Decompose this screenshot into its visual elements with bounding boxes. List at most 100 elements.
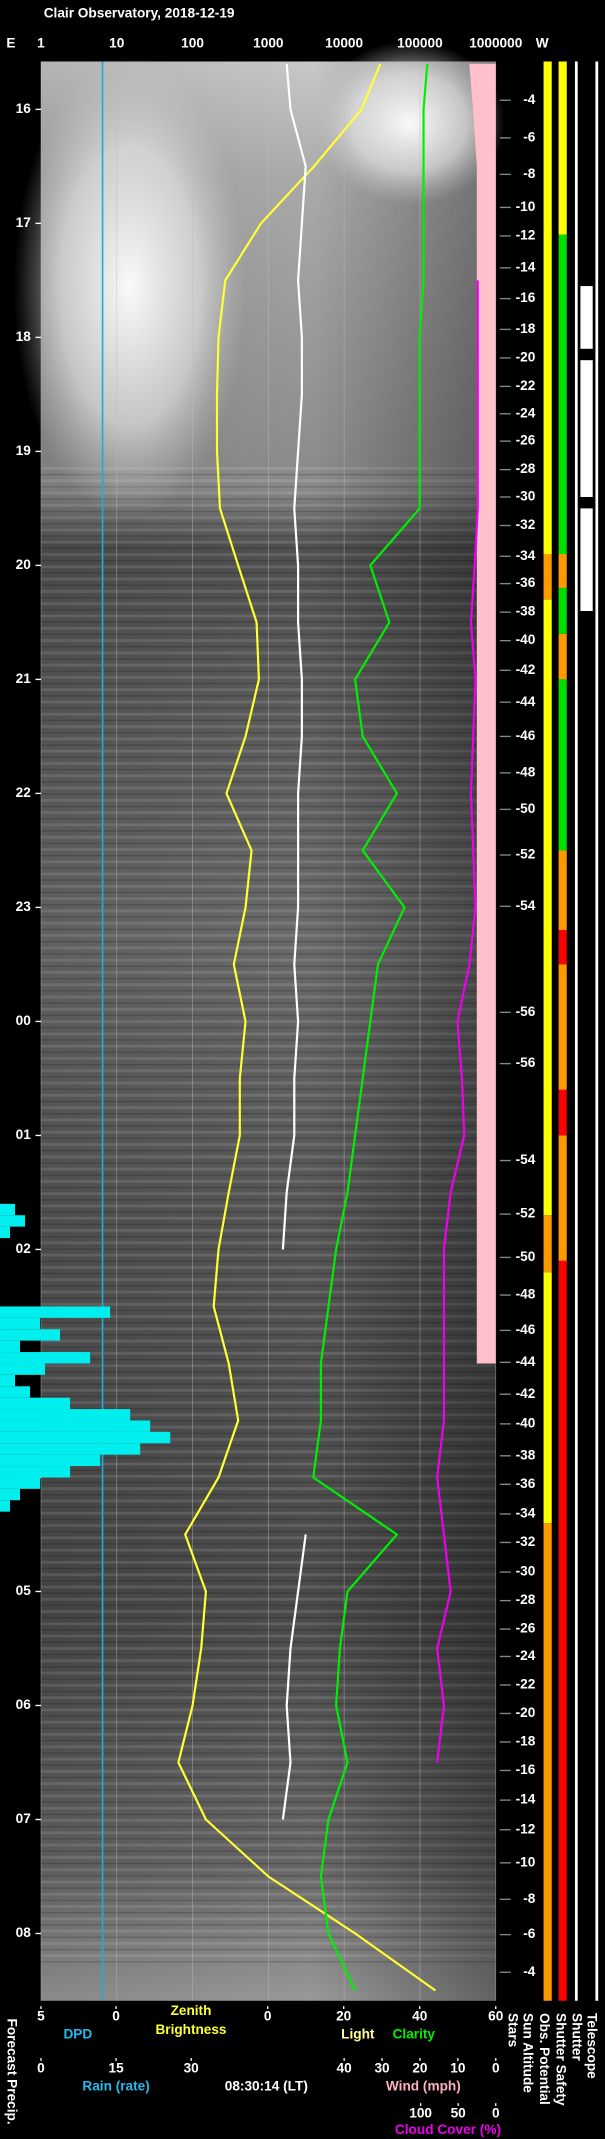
sun-altitude-label: -18 — [516, 1734, 536, 1749]
series-line — [177, 63, 437, 1992]
sun-altitude-label: -46 — [516, 728, 536, 743]
wind-area — [469, 63, 496, 1364]
sun-altitude-label: -52 — [516, 847, 536, 862]
y-tick-label: 07 — [16, 1811, 31, 1826]
sun-altitude-label: -50 — [516, 801, 536, 816]
bottom-tick-label: 0 — [264, 2009, 272, 2024]
y-tick-label: 00 — [16, 1013, 32, 1028]
bottom-tick-label: 100 — [409, 2106, 432, 2121]
bottom-tick-label: 0 — [112, 2009, 120, 2024]
precip-bar — [0, 1420, 151, 1432]
precip-bar — [0, 1352, 91, 1364]
sun-altitude-label: -8 — [523, 1891, 536, 1906]
wind-label: Wind (mph) — [386, 2078, 461, 2093]
x-tick-label: 100 — [181, 35, 204, 50]
status-segment — [558, 554, 567, 589]
sun-altitude-label: -46 — [516, 1322, 536, 1337]
sun-altitude-label: -6 — [523, 129, 536, 144]
status-segment — [558, 588, 567, 634]
sun-altitude-label: -26 — [516, 1621, 536, 1636]
y-tick-label: 05 — [16, 1583, 32, 1598]
sun-altitude-label: -28 — [516, 1592, 536, 1607]
precip-bar — [0, 1340, 21, 1353]
bottom-tick-label: 20 — [412, 2061, 428, 2076]
precip-bar — [0, 1431, 171, 1444]
sun-altitude-label: -40 — [516, 632, 536, 647]
sun-altitude-label: -30 — [516, 1564, 536, 1579]
sun-altitude-label: -50 — [516, 1249, 536, 1264]
bottom-tick-label: 10 — [450, 2061, 466, 2076]
sun-altitude-label: -10 — [516, 199, 536, 214]
sun-altitude-label: -14 — [516, 259, 536, 274]
sun-altitude-label: -34 — [516, 1506, 536, 1521]
status-segment — [558, 679, 567, 851]
y-tick-label: 06 — [16, 1697, 32, 1712]
sun-altitude-label: -40 — [516, 1415, 536, 1430]
east-label: E — [6, 35, 15, 50]
y-tick-label: 19 — [16, 443, 32, 458]
x-tick-label: 10 — [109, 35, 125, 50]
status-segment — [543, 1272, 552, 1524]
bottom-tick-label: 5 — [37, 2009, 45, 2024]
sun-altitude-label: -22 — [516, 1677, 536, 1692]
status-segment — [543, 554, 552, 600]
sun-altitude-label: -36 — [516, 1476, 536, 1491]
x-tick-label: 1000 — [253, 35, 284, 50]
precip-bar — [0, 1226, 11, 1239]
sun-altitude-label: -6 — [523, 1926, 536, 1941]
precip-bar — [0, 1374, 16, 1387]
bottom-tick-label: 50 — [451, 2106, 467, 2121]
bottom-tick-label: 0 — [37, 2061, 45, 2076]
column-label: Obs. Potential — [537, 2013, 552, 2105]
sun-altitude-label: -14 — [516, 1792, 536, 1807]
sun-altitude-label: -36 — [516, 575, 536, 590]
status-segment — [595, 61, 599, 2001]
sun-altitude-label: -34 — [516, 548, 536, 563]
sun-altitude-label: -32 — [516, 1534, 536, 1549]
y-tick-label: 18 — [16, 329, 32, 344]
status-segment — [558, 1089, 567, 1136]
x-tick-label: 1 — [37, 35, 45, 50]
precip-bar — [0, 1306, 111, 1318]
sun-altitude-label: -4 — [523, 92, 536, 107]
precip-bar — [0, 1386, 31, 1398]
bottom-tick-label: 0 — [492, 2106, 500, 2121]
status-segment — [558, 850, 567, 931]
precip-bar — [0, 1329, 61, 1341]
column-label: Sun Altitude — [521, 2013, 536, 2093]
precip-bar — [0, 1203, 16, 1216]
sun-altitude-label: -56 — [516, 1004, 536, 1019]
precip-bar — [0, 1477, 41, 1489]
status-segment — [558, 1260, 567, 2001]
sun-altitude-label: -42 — [516, 662, 536, 677]
bottom-tick-label: 40 — [412, 2009, 428, 2024]
precip-bar — [0, 1500, 11, 1512]
status-segment — [543, 1523, 552, 2001]
y-tick-label: 17 — [16, 215, 31, 230]
sun-altitude-label: -54 — [516, 898, 536, 913]
forecast-precip-label: Forecast Precip. — [4, 2019, 19, 2125]
status-segment — [558, 1135, 567, 1261]
precip-bar — [0, 1215, 26, 1227]
y-tick-label: 16 — [16, 101, 32, 116]
status-segment — [543, 1215, 552, 1273]
sun-altitude-label: -18 — [516, 321, 536, 336]
sun-altitude-label: -8 — [523, 166, 536, 181]
status-segment — [543, 61, 552, 555]
bottom-tick-label: 15 — [108, 2061, 124, 2076]
status-segment — [558, 964, 567, 1090]
rain-label: Rain (rate) — [82, 2078, 149, 2093]
precip-bar — [0, 1466, 71, 1478]
precip-bar — [0, 1454, 101, 1467]
y-tick-label: 21 — [16, 671, 32, 686]
series-line — [312, 63, 429, 1991]
chart-title: Clair Observatory, 2018-12-19 — [44, 5, 235, 20]
bottom-tick-label: 40 — [337, 2061, 353, 2076]
legend-label: Cloud Cover (%) — [395, 2122, 501, 2137]
sun-altitude-label: -20 — [516, 1705, 536, 1720]
status-segment — [543, 599, 552, 1216]
sun-altitude-label: -12 — [516, 228, 536, 243]
y-tick-label: 01 — [16, 1127, 32, 1142]
bottom-tick-label: 0 — [492, 2061, 500, 2076]
